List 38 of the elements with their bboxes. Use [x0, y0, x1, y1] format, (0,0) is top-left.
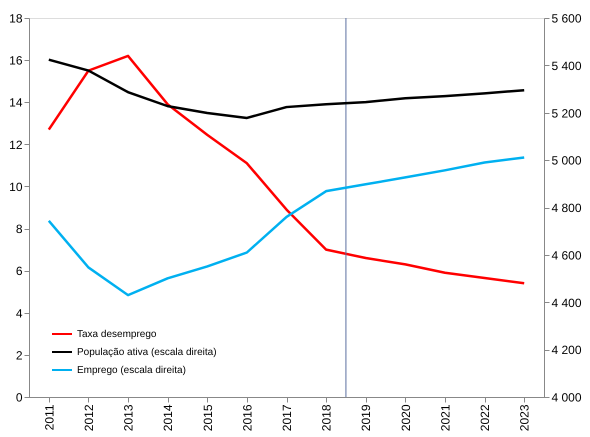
x-tick-label: 2018 — [320, 404, 334, 432]
y-tick-label: 18 — [9, 12, 23, 26]
line-series — [48, 54, 526, 285]
y2-tick-label: 5 000 — [552, 154, 582, 168]
y2-tick-label: 4 600 — [552, 248, 582, 262]
x-tick-label: 2019 — [359, 404, 374, 432]
x-tick-label: 2022 — [478, 404, 492, 432]
legend-label: População ativa (escala direita) — [77, 347, 217, 358]
y-tick-label: 8 — [16, 222, 23, 236]
x-tick-label: 2014 — [161, 404, 176, 432]
x-tick-label: 2013 — [122, 404, 136, 432]
x-tick-label: 2017 — [280, 404, 294, 432]
y-tick-label: 0 — [16, 390, 23, 404]
y2-tick-label: 4 400 — [552, 296, 582, 310]
y-tick-label: 4 — [16, 306, 23, 320]
x-tick-label: 2020 — [398, 404, 413, 432]
legend-label: Taxa desemprego — [77, 329, 157, 340]
x-tick-label: 2011 — [42, 404, 56, 430]
y-tick-label: 6 — [16, 264, 23, 278]
legend-label: Emprego (escala direita) — [77, 365, 186, 376]
y-tick-label: 12 — [9, 138, 23, 152]
y2-tick-label: 4 800 — [552, 201, 582, 215]
y2-tick-label: 4 000 — [552, 390, 582, 404]
y-tick-label: 14 — [9, 96, 23, 110]
y2-tick-label: 5 600 — [552, 12, 582, 26]
x-tick-label: 2023 — [518, 404, 532, 432]
y2-tick-label: 5 200 — [552, 106, 582, 120]
x-tick-label: 2021 — [438, 404, 452, 432]
line-series — [48, 156, 526, 296]
y-tick-label: 2 — [16, 348, 23, 362]
x-tick-label: 2015 — [200, 404, 215, 432]
line-series — [48, 58, 526, 120]
x-tick-label: 2012 — [82, 404, 96, 432]
y-tick-label: 16 — [9, 54, 23, 68]
y2-tick-label: 5 400 — [552, 58, 582, 73]
x-tick-label: 2016 — [240, 404, 254, 432]
y2-tick-label: 4 200 — [552, 343, 582, 358]
y-tick-label: 10 — [9, 180, 23, 194]
